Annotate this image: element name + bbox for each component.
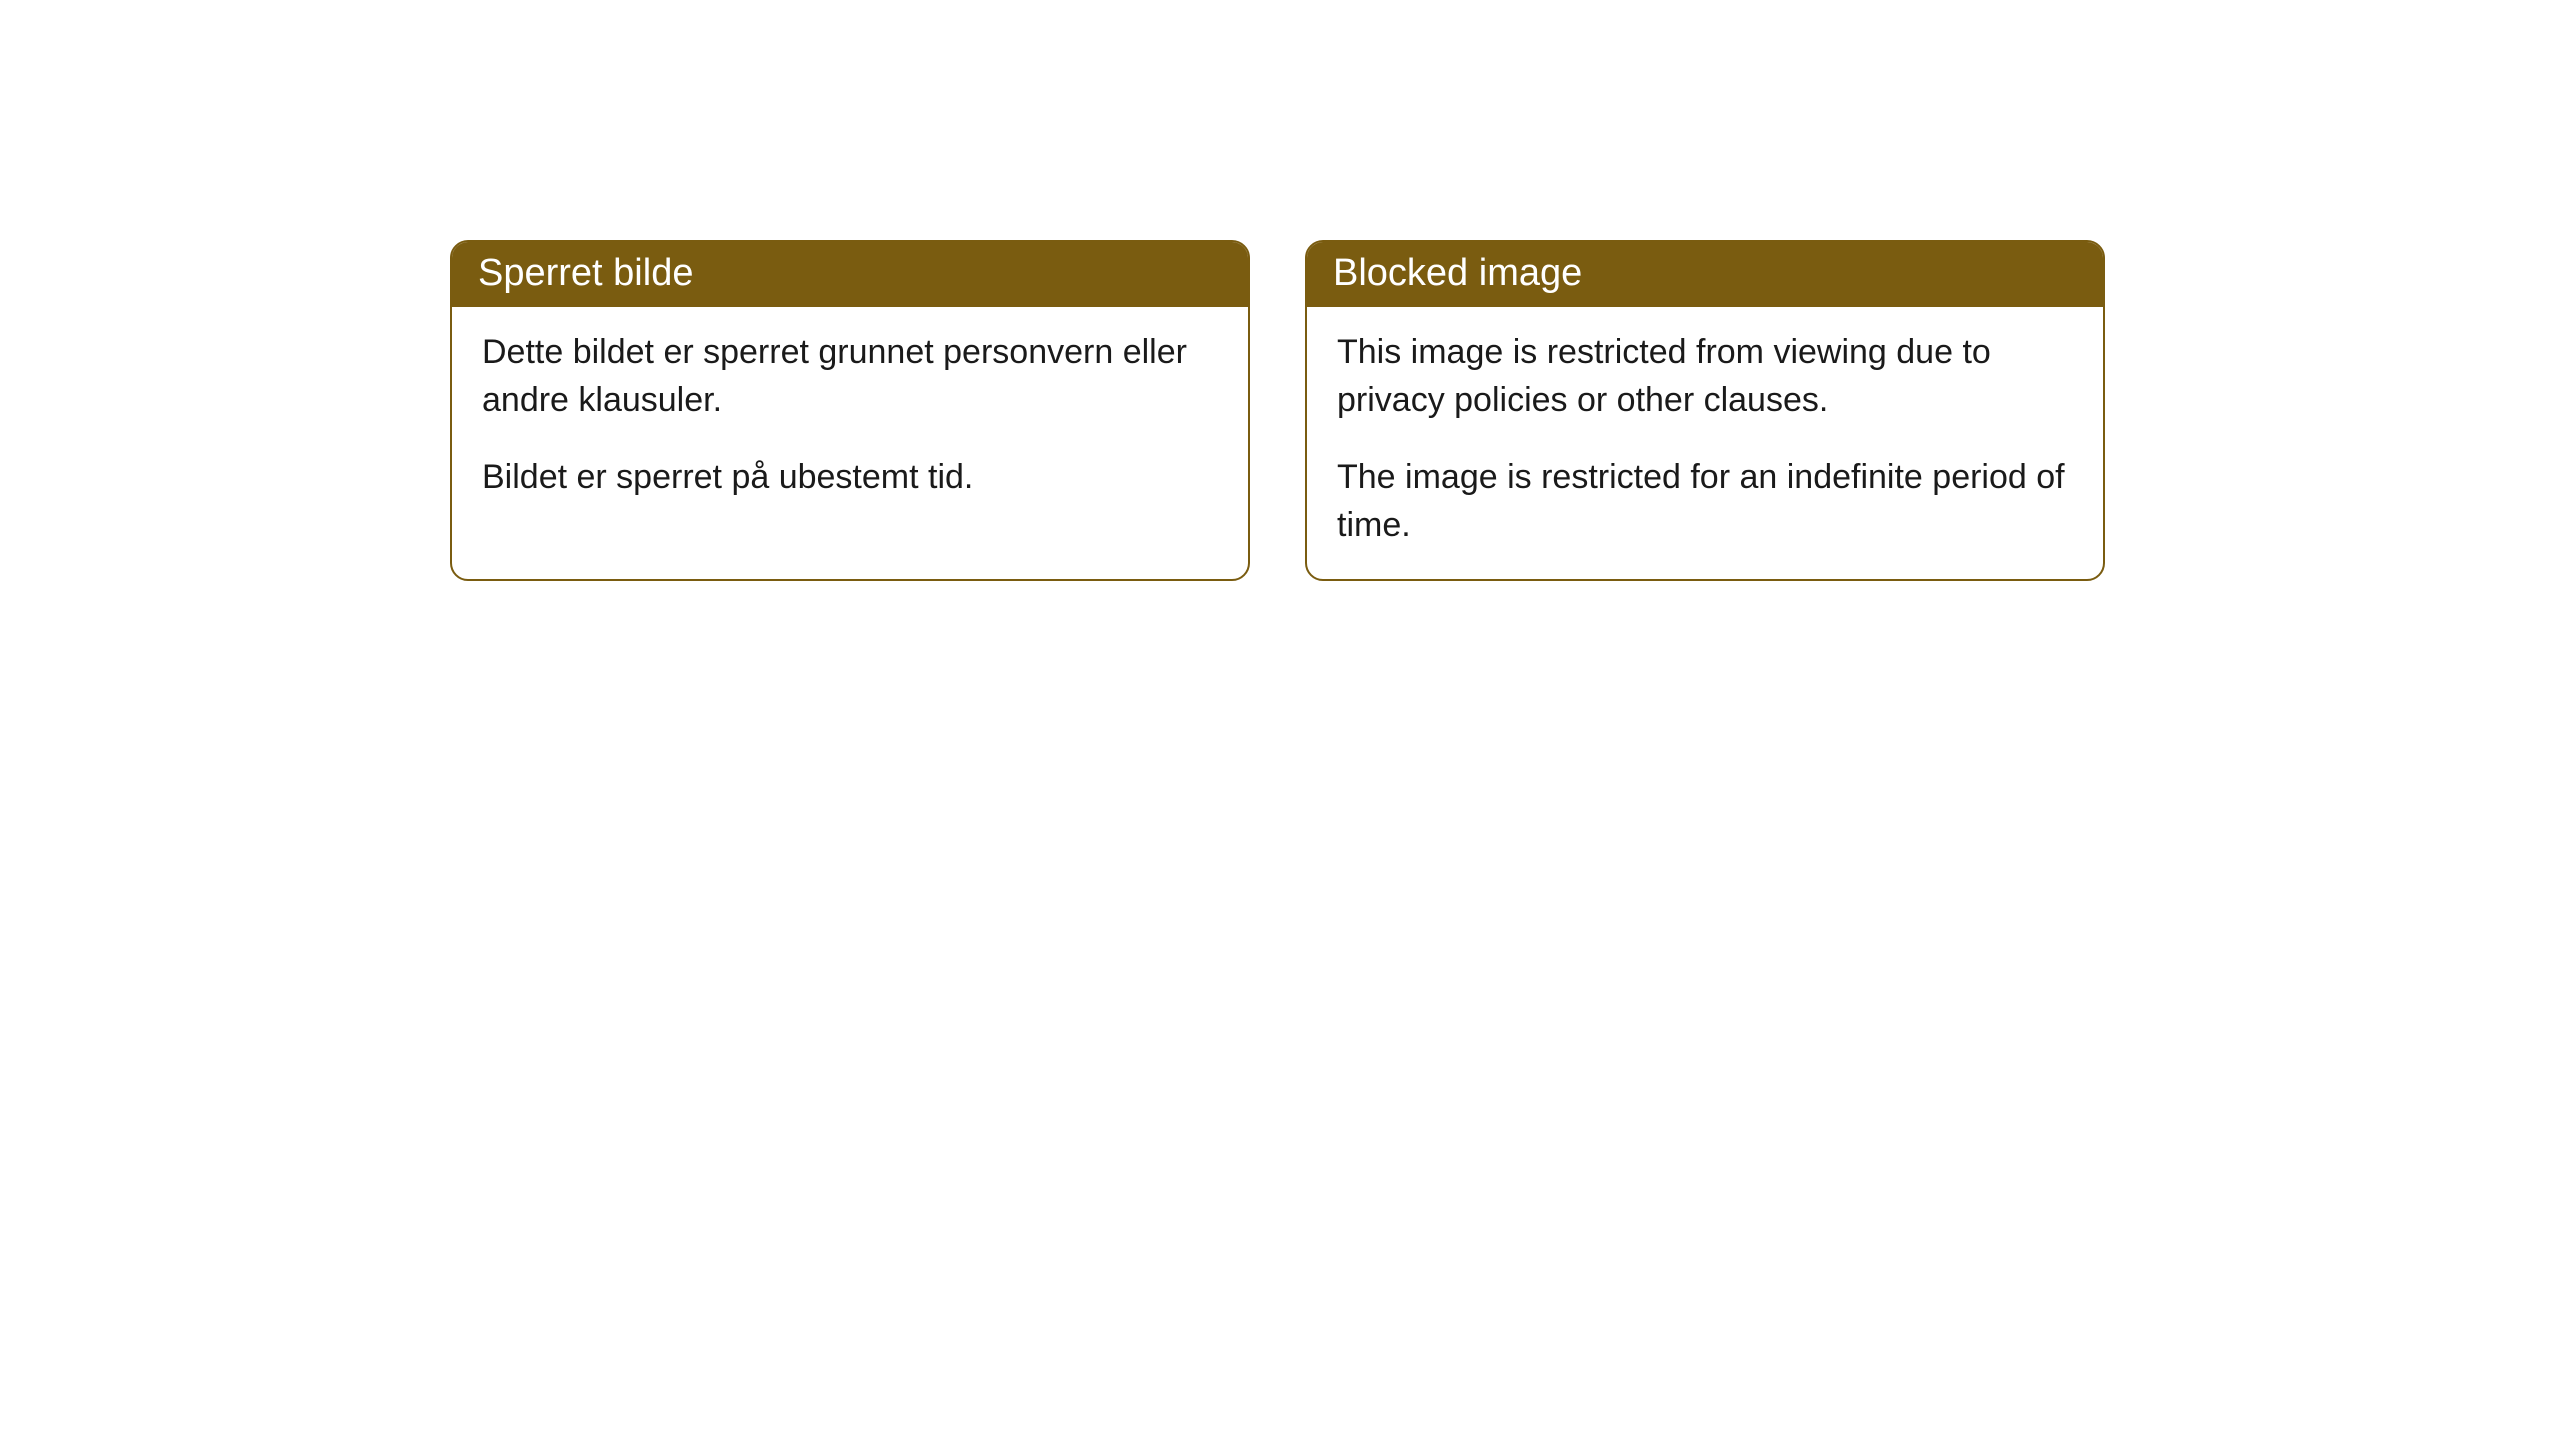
card-paragraph: This image is restricted from viewing du… bbox=[1337, 329, 2073, 424]
blocked-image-card-no: Sperret bilde Dette bildet er sperret gr… bbox=[450, 240, 1250, 581]
card-paragraph: Bildet er sperret på ubestemt tid. bbox=[482, 454, 1218, 502]
card-body: This image is restricted from viewing du… bbox=[1307, 307, 2103, 579]
card-body: Dette bildet er sperret grunnet personve… bbox=[452, 307, 1248, 532]
card-paragraph: The image is restricted for an indefinit… bbox=[1337, 454, 2073, 549]
card-header: Blocked image bbox=[1307, 242, 2103, 307]
blocked-image-card-en: Blocked image This image is restricted f… bbox=[1305, 240, 2105, 581]
cards-container: Sperret bilde Dette bildet er sperret gr… bbox=[450, 240, 2560, 581]
card-header: Sperret bilde bbox=[452, 242, 1248, 307]
card-paragraph: Dette bildet er sperret grunnet personve… bbox=[482, 329, 1218, 424]
